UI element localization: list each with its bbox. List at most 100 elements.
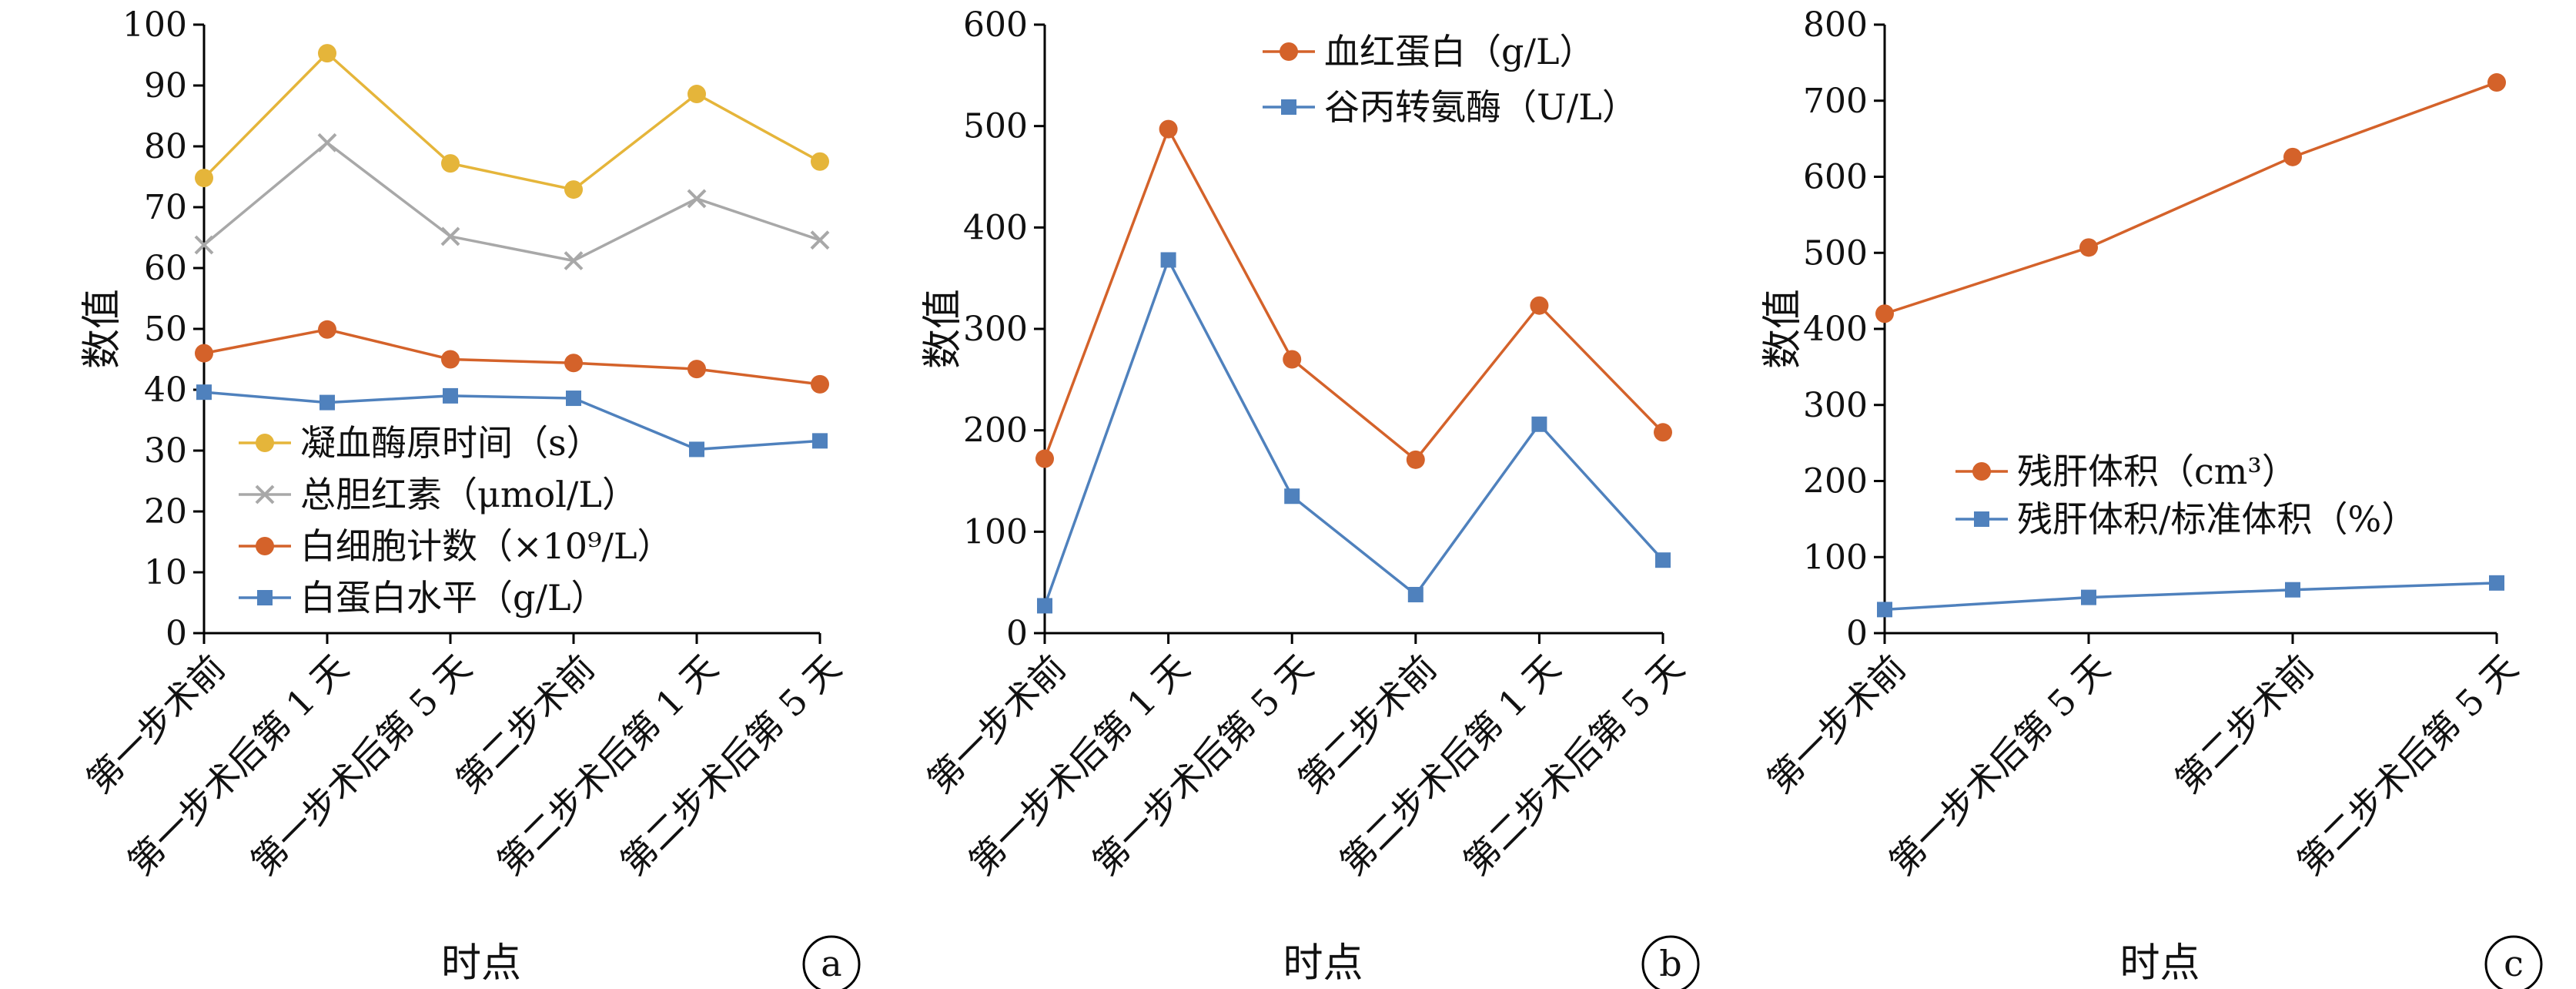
legend-swatch-marker [256, 537, 274, 555]
x-axis-title: 时点 [441, 940, 521, 987]
series-line [203, 391, 821, 451]
data-point [1407, 586, 1423, 602]
y-tick-label: 200 [963, 411, 1028, 451]
legend-swatch-marker [255, 484, 275, 505]
y-axis-title: 数值 [1760, 289, 1806, 369]
data-point [1159, 119, 1178, 139]
data-point [1035, 449, 1054, 468]
data-point [195, 169, 213, 188]
legend-swatch-marker [1280, 42, 1298, 61]
data-point [443, 387, 458, 404]
x-tick-label: 第二步术后第 5 天 [613, 647, 849, 883]
series-line [202, 51, 821, 191]
data-point [811, 152, 829, 171]
x-tick-label: 第一步术前 [1759, 647, 1914, 802]
x-tick-label: 第二步术后第 5 天 [1456, 647, 1692, 883]
y-tick-label: 100 [122, 5, 187, 45]
y-tick-label: 80 [144, 127, 187, 166]
data-point [689, 441, 704, 458]
y-tick-label: 60 [144, 249, 187, 288]
series-line [1884, 582, 2497, 612]
series-line [1043, 256, 1664, 607]
legend-label: 凝血酶原时间（s） [300, 422, 602, 464]
x-axis-title: 时点 [2119, 940, 2200, 987]
panel-label-circle [2484, 935, 2543, 989]
legend-label: 总胆红素（μmol/L） [300, 474, 637, 515]
legend-label: 残肝体积/标准体积（%） [2017, 498, 2417, 540]
series-0 [1035, 119, 1672, 469]
series-line [203, 327, 821, 386]
data-point [441, 350, 460, 369]
panel-label: b [1659, 943, 1681, 984]
data-point [2283, 147, 2302, 166]
data-point [1037, 598, 1052, 614]
legend-label: 白蛋白水平（g/L） [300, 577, 607, 619]
legend-label: 残肝体积（cm³） [2017, 451, 2297, 492]
data-point [1283, 350, 1302, 369]
y-tick-label: 700 [1803, 82, 1868, 121]
legend: 凝血酶原时间（s） 总胆红素（μmol/L） 白细胞计数（×10⁹/L） 白蛋白水平（… [239, 422, 673, 619]
data-point [564, 180, 583, 199]
x-tick-label: 第一步术后第 1 天 [961, 647, 1197, 883]
y-tick-label: 10 [144, 553, 187, 592]
legend-swatch-marker [1972, 462, 1991, 481]
legend-swatch-marker [257, 590, 273, 605]
y-tick-label: 30 [144, 431, 187, 471]
data-point [2081, 589, 2096, 605]
legend-swatch-marker [1281, 99, 1296, 115]
x-tick-label: 第二步术后第 1 天 [490, 647, 726, 883]
panel-label: c [2504, 943, 2524, 984]
series-0 [1875, 73, 2506, 324]
y-axis-title: 数值 [79, 289, 125, 369]
legend-swatch-marker [256, 434, 274, 452]
data-point [812, 433, 828, 449]
data-point [810, 230, 830, 250]
series-1 [194, 132, 830, 270]
data-point [564, 251, 584, 270]
y-tick-label: 90 [144, 66, 187, 106]
data-point [1654, 423, 1672, 442]
series-line [1043, 126, 1664, 462]
series-1 [1877, 575, 2504, 618]
data-point [687, 360, 706, 379]
data-point [195, 344, 213, 363]
y-tick-label: 300 [1803, 386, 1868, 425]
panel-label-circle [802, 935, 861, 989]
data-point [1284, 488, 1300, 505]
data-point [196, 384, 212, 401]
y-tick-label: 400 [963, 208, 1028, 247]
y-tick-label: 0 [1006, 614, 1028, 653]
series-line [1884, 81, 2497, 315]
y-tick-label: 500 [963, 107, 1028, 146]
y-tick-label: 300 [963, 310, 1028, 349]
data-point [1655, 552, 1671, 568]
y-tick-label: 100 [963, 512, 1028, 551]
data-point [1406, 450, 1425, 469]
y-tick-label: 400 [1803, 310, 1868, 349]
x-tick-label: 第一步术后第 5 天 [1085, 647, 1321, 883]
data-point [318, 320, 336, 339]
legend-label: 白细胞计数（×10⁹/L） [300, 525, 673, 567]
panel-label-circle [1641, 935, 1700, 989]
data-point [1531, 416, 1547, 432]
data-point [2489, 575, 2504, 591]
data-point [2285, 582, 2300, 598]
y-tick-label: 70 [144, 188, 187, 227]
data-point [1160, 252, 1176, 268]
data-point [2079, 238, 2098, 257]
data-point [1877, 602, 1892, 618]
legend-label: 谷丙转氨酶（U/L） [1324, 86, 1638, 128]
y-tick-label: 20 [144, 492, 187, 531]
x-tick-label: 第二步术后第 5 天 [2290, 647, 2526, 883]
data-point [1875, 304, 1894, 324]
y-tick-label: 800 [1803, 5, 1868, 45]
data-point [1530, 296, 1549, 315]
y-tick-label: 500 [1803, 233, 1868, 273]
legend-swatch-marker [1974, 511, 1989, 527]
data-point [564, 354, 583, 373]
y-tick-label: 200 [1803, 462, 1868, 501]
legend-label: 血红蛋白（g/L） [1324, 31, 1595, 72]
